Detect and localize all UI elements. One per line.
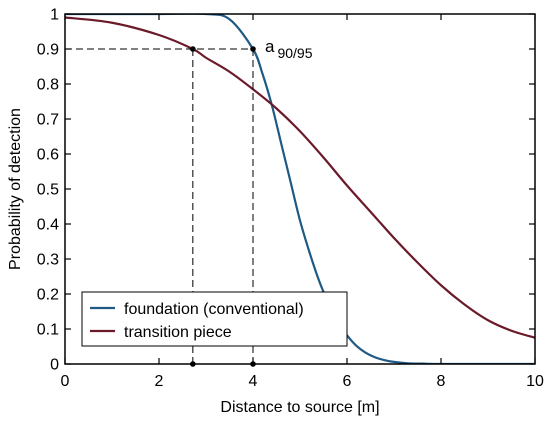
y-tick-label: 0.4 bbox=[37, 217, 59, 234]
a90-95-subscript: 90/95 bbox=[277, 45, 312, 61]
series-line-transition bbox=[65, 16, 535, 339]
x-tick-label: 6 bbox=[343, 373, 352, 390]
y-tick-label: 0.6 bbox=[37, 147, 59, 164]
axis-ticks bbox=[64, 13, 536, 365]
series-line-foundation bbox=[65, 14, 535, 364]
guide-marker-curve-1 bbox=[250, 46, 256, 52]
x-axis-label: Distance to source [m] bbox=[220, 399, 379, 416]
y-tick-label: 0.5 bbox=[37, 182, 59, 199]
x-tick-label: 2 bbox=[155, 373, 164, 390]
y-tick-label: 0.2 bbox=[37, 287, 59, 304]
legend-box bbox=[81, 291, 348, 347]
a90-95-base: a bbox=[265, 37, 275, 56]
legend-label-foundation: foundation (conventional) bbox=[124, 301, 304, 318]
y-tick-label: 0.7 bbox=[37, 112, 59, 129]
legend: foundation (conventional) transition pie… bbox=[81, 291, 348, 347]
y-tick-label: 0.9 bbox=[37, 42, 59, 59]
a90-95-annotation: a 90/95 bbox=[265, 37, 313, 61]
guide-marker-curve-0 bbox=[190, 46, 196, 52]
x-tick-label: 8 bbox=[437, 373, 446, 390]
y-tick-label: 0.3 bbox=[37, 252, 59, 269]
legend-label-transition: transition piece bbox=[124, 324, 232, 341]
y-tick-label: 1 bbox=[50, 7, 59, 24]
x-tick-label: 4 bbox=[249, 373, 258, 390]
svg-text:a90/95: a 90/95 bbox=[265, 37, 313, 61]
y-tick-label: 0.1 bbox=[37, 322, 59, 339]
x-tick-label: 0 bbox=[61, 373, 70, 390]
axis-tick-labels: 0 2 4 6 8 10 0 0.1 0.2 0.3 0.4 0.5 0.6 0.7 0.8 0.9 1 bbox=[37, 7, 544, 391]
y-tick-label: 0 bbox=[50, 357, 59, 374]
x-tick-label: 10 bbox=[526, 373, 544, 390]
y-tick-label: 0.8 bbox=[37, 77, 59, 94]
y-axis-label: Probability of detection bbox=[7, 108, 24, 270]
